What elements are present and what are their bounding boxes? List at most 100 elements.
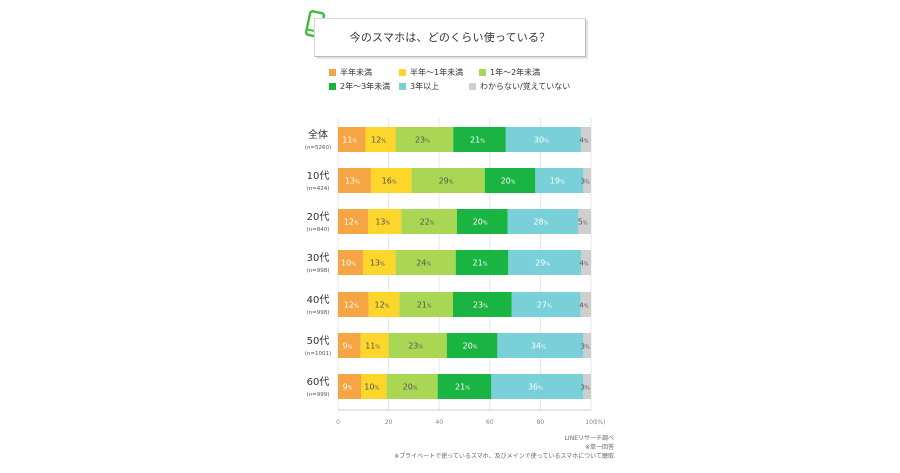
- bar-segment-2-1: [368, 209, 402, 234]
- bar-segment-0-5: [580, 127, 591, 152]
- bar-segment-2-2: [401, 209, 457, 234]
- data-label-3-5: 4%: [579, 260, 588, 268]
- data-label-3-2: 24%: [416, 259, 431, 268]
- bar-segment-1-3: [484, 168, 536, 193]
- legend-label-5: わからない/覚えていない: [480, 82, 571, 91]
- bar-segment-1-0: [338, 168, 371, 193]
- bar-segment-0-0: [338, 127, 366, 152]
- source-notes: LINEリサーチ調べ ※単一回答 ※プライベートで使っているスマホ、及びメインで…: [394, 434, 614, 461]
- legend-label-2: 1年～2年未満: [490, 68, 541, 77]
- data-label-2-5: 5%: [578, 218, 588, 227]
- legend-swatch-4: [399, 83, 406, 90]
- data-label-4-0: 12%: [344, 301, 359, 310]
- bar-segment-5-1: [360, 333, 389, 358]
- sample-size-label-3: (n=998): [307, 268, 330, 274]
- data-label-5-1: 11%: [365, 342, 380, 351]
- data-label-6-1: 10%: [364, 383, 379, 392]
- data-label-2-1: 13%: [375, 218, 390, 227]
- data-label-2-4: 28%: [533, 218, 548, 227]
- x-unit-label: (%): [595, 419, 605, 426]
- data-label-4-4: 27%: [537, 301, 552, 310]
- data-label-0-5: 4%: [579, 137, 588, 145]
- bar-segment-0-4: [505, 127, 581, 152]
- bar-segment-5-2: [388, 333, 447, 358]
- bar-segment-6-1: [361, 374, 387, 399]
- legend-swatch-2: [479, 69, 486, 76]
- bar-segment-3-4: [508, 250, 581, 275]
- bar-segment-6-2: [386, 374, 438, 399]
- data-label-1-4: 19%: [550, 177, 565, 186]
- source-note-0: LINEリサーチ調べ: [564, 435, 614, 442]
- data-label-2-3: 20%: [473, 218, 488, 227]
- category-label-3: 30代: [307, 252, 330, 264]
- legend-swatch-3: [329, 83, 336, 90]
- legend-item-4: 3年以上: [399, 82, 439, 92]
- bar-segment-3-1: [363, 250, 396, 275]
- data-label-2-0: 12%: [344, 218, 359, 227]
- x-tick-label-4: 80: [537, 419, 545, 426]
- bar-segment-6-4: [491, 374, 584, 399]
- x-tick-label-1: 20: [385, 419, 393, 426]
- bar-segment-1-5: [583, 168, 591, 193]
- chart-title: 今のスマホは、どのくらい使っている？: [349, 31, 551, 44]
- bar-segment-2-3: [456, 209, 508, 234]
- bar-segment-5-0: [338, 333, 361, 358]
- x-tick-label-0: 0: [336, 419, 340, 426]
- data-label-4-2: 21%: [417, 301, 432, 310]
- data-label-3-0: 10%: [341, 259, 356, 268]
- data-label-3-4: 29%: [535, 259, 550, 268]
- data-label-0-2: 23%: [415, 136, 430, 145]
- bar-segment-6-3: [437, 374, 492, 399]
- bar-segment-4-1: [368, 292, 400, 317]
- bar-segment-2-4: [507, 209, 579, 234]
- data-label-3-3: 21%: [473, 259, 488, 268]
- category-label-0: 全体: [308, 128, 328, 141]
- sample-size-label-2: (n=840): [307, 227, 330, 233]
- data-label-4-1: 12%: [375, 301, 390, 310]
- sample-size-label-4: (n=998): [307, 310, 330, 316]
- data-label-1-1: 16%: [382, 177, 397, 186]
- bar-segment-4-2: [399, 292, 453, 317]
- legend-label-0: 半年未満: [340, 68, 372, 77]
- data-label-0-4: 30%: [534, 136, 549, 145]
- x-tick-label-3: 60: [486, 419, 494, 426]
- bar-segment-2-5: [578, 209, 591, 234]
- bar-segment-3-2: [395, 250, 456, 275]
- category-label-1: 10代: [307, 170, 330, 182]
- data-label-1-3: 20%: [501, 177, 516, 186]
- chart-legend: 半年未満 半年～1年未満 1年～2年未満 2年～3年未満 3年以上 わからない/覚えていな…: [329, 68, 609, 98]
- data-label-0-3: 21%: [470, 136, 485, 145]
- sample-size-label-6: (n=999): [307, 392, 330, 398]
- sample-size-label-5: (n=1001): [305, 351, 331, 357]
- data-label-1-0: 13%: [345, 177, 360, 186]
- legend-item-3: 2年～3年未満: [329, 82, 390, 92]
- data-label-0-1: 12%: [371, 136, 386, 145]
- bar-segment-4-5: [580, 292, 591, 317]
- bar-segment-0-2: [395, 127, 454, 152]
- bar-segment-4-0: [338, 292, 369, 317]
- data-label-4-3: 23%: [473, 301, 488, 310]
- data-label-5-0: 9%: [342, 342, 352, 351]
- data-label-6-0: 9%: [343, 383, 353, 392]
- data-label-6-2: 20%: [403, 383, 418, 392]
- bar-segment-3-3: [455, 250, 509, 275]
- legend-swatch-5: [469, 83, 476, 90]
- bar-segment-1-4: [535, 168, 584, 193]
- bar-segment-2-0: [338, 209, 369, 234]
- bar-segment-0-3: [453, 127, 506, 152]
- bar-segment-1-1: [370, 168, 412, 193]
- legend-item-5: わからない/覚えていない: [469, 82, 570, 92]
- bar-segment-5-3: [446, 333, 498, 358]
- source-note-1: ※単一回答: [584, 444, 614, 451]
- legend-label-3: 2年～3年未満: [340, 82, 391, 91]
- data-label-5-3: 20%: [463, 342, 478, 351]
- legend-label-4: 3年以上: [410, 82, 440, 91]
- data-label-4-5: 4%: [579, 302, 588, 310]
- data-label-6-5: 3%: [581, 384, 590, 392]
- category-label-6: 60代: [307, 376, 330, 388]
- legend-item-1: 半年～1年未満: [399, 68, 463, 78]
- category-label-5: 50代: [307, 335, 330, 347]
- category-label-4: 40代: [307, 294, 330, 306]
- legend-swatch-0: [329, 69, 336, 76]
